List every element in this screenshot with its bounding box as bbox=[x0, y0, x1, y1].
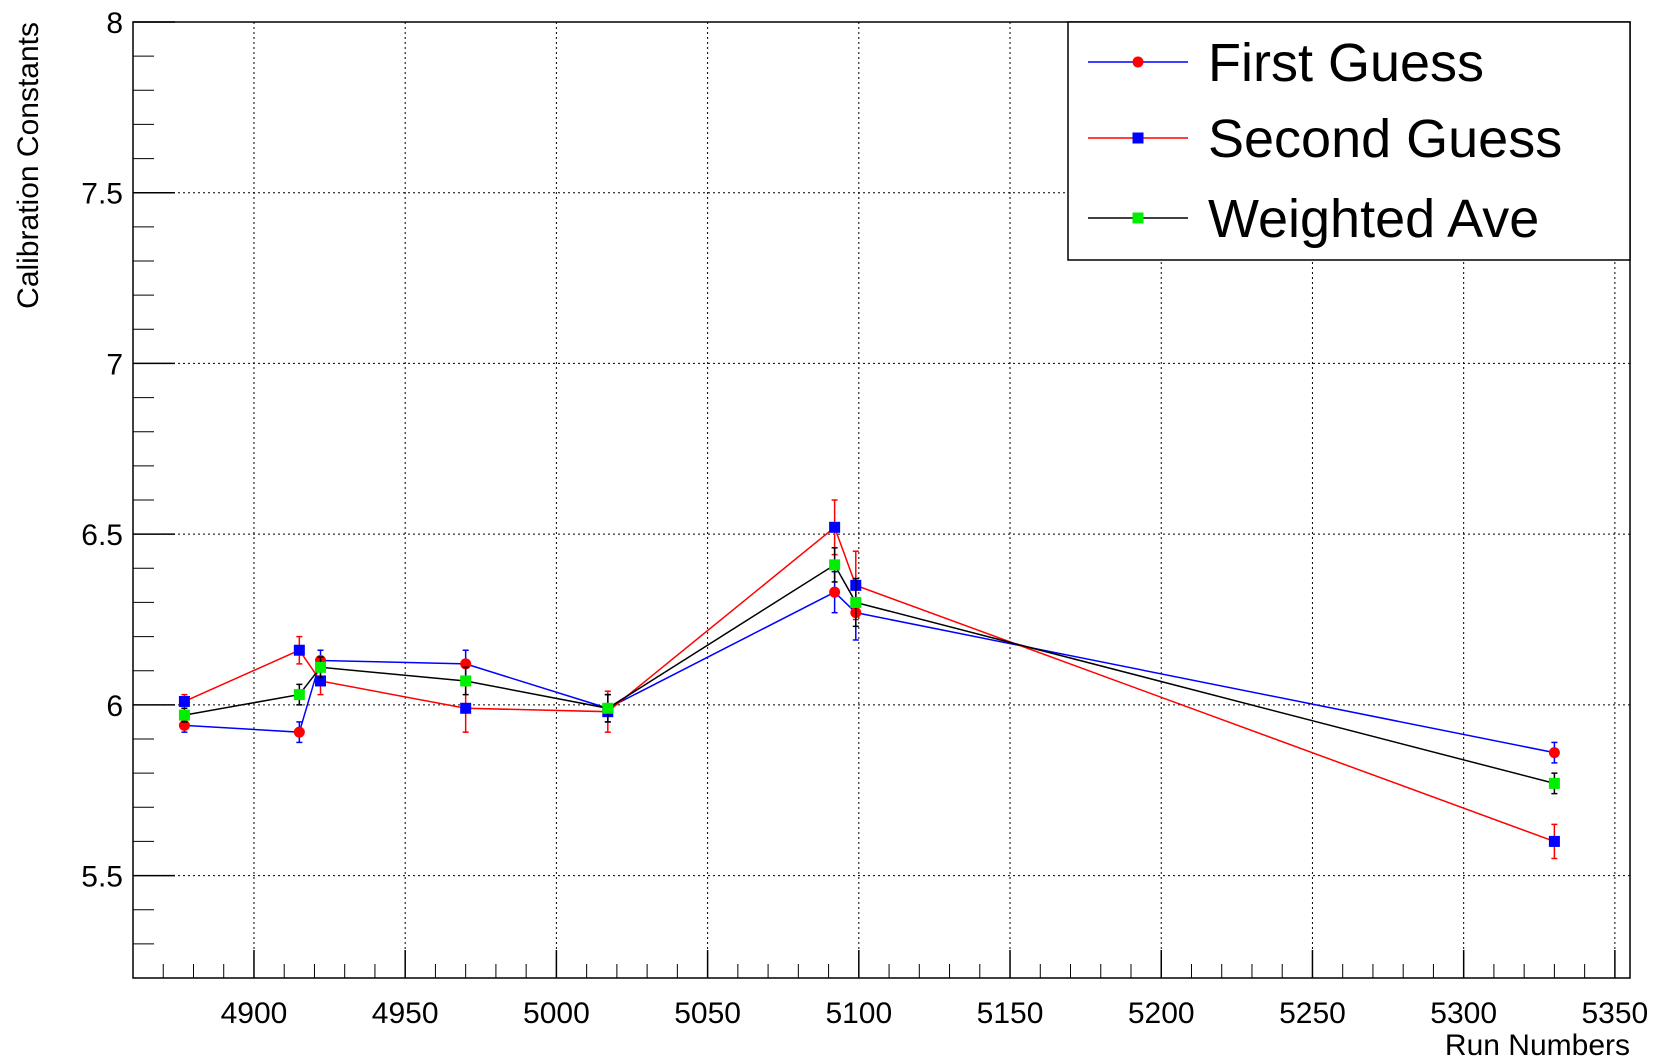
x-tick-label: 4900 bbox=[221, 997, 288, 1030]
y-tick-label: 8 bbox=[106, 7, 123, 40]
legend-label: Second Guess bbox=[1208, 109, 1562, 169]
data-point bbox=[829, 559, 841, 571]
legend-marker bbox=[1132, 212, 1144, 224]
legend-marker bbox=[1132, 56, 1144, 68]
x-tick-label: 5300 bbox=[1430, 997, 1497, 1030]
legend-entry: First Guess bbox=[1088, 33, 1484, 93]
x-tick-label: 4950 bbox=[372, 997, 439, 1030]
plot-series bbox=[178, 499, 1560, 860]
data-point bbox=[1548, 747, 1560, 759]
series-weighted-ave bbox=[178, 547, 1560, 795]
x-tick-label: 5350 bbox=[1582, 997, 1649, 1030]
data-point bbox=[829, 586, 841, 598]
x-tick-label: 5000 bbox=[523, 997, 590, 1030]
data-point bbox=[315, 675, 327, 687]
y-tick-label: 6 bbox=[106, 690, 123, 723]
data-point bbox=[602, 702, 614, 714]
axis-ticks: 4900 4950 5000 5050 5100 5150 5200 5250 5300 5350… bbox=[81, 7, 1648, 1030]
data-point bbox=[460, 675, 472, 687]
y-tick-label: 7.5 bbox=[81, 178, 123, 211]
legend-label: First Guess bbox=[1208, 33, 1484, 93]
data-point bbox=[850, 596, 862, 608]
y-tick-label: 5.5 bbox=[81, 861, 123, 894]
x-tick-label: 5100 bbox=[825, 997, 892, 1030]
series-second-guess bbox=[178, 499, 1560, 860]
legend: First Guess Second Guess Weighted Ave bbox=[1067, 21, 1631, 261]
data-point bbox=[293, 689, 305, 701]
series-first-guess bbox=[178, 570, 1560, 764]
data-point bbox=[1548, 777, 1560, 789]
grid-lines bbox=[133, 22, 1630, 978]
legend-label: Weighted Ave bbox=[1208, 189, 1539, 249]
x-tick-label: 5050 bbox=[674, 997, 741, 1030]
data-point bbox=[1548, 835, 1560, 847]
y-tick-label: 7 bbox=[106, 348, 123, 381]
x-tick-label: 5250 bbox=[1279, 997, 1346, 1030]
x-tick-label: 5200 bbox=[1128, 997, 1195, 1030]
data-point bbox=[315, 661, 327, 673]
series-line bbox=[184, 591, 1555, 754]
data-point bbox=[178, 709, 190, 721]
legend-entry: Second Guess bbox=[1088, 109, 1562, 169]
y-axis-title: Calibration Constants bbox=[12, 22, 45, 309]
legend-marker bbox=[1132, 132, 1144, 144]
data-point bbox=[293, 726, 305, 738]
x-axis-title: Run Numbers bbox=[1445, 1029, 1630, 1062]
data-point bbox=[293, 644, 305, 656]
series-line bbox=[184, 563, 1555, 785]
data-point bbox=[829, 521, 841, 533]
x-tick-label: 5150 bbox=[977, 997, 1044, 1030]
y-tick-label: 6.5 bbox=[81, 519, 123, 552]
data-point bbox=[460, 702, 472, 714]
data-point bbox=[178, 695, 190, 707]
legend-entry: Weighted Ave bbox=[1088, 189, 1539, 249]
series-line bbox=[184, 526, 1555, 843]
